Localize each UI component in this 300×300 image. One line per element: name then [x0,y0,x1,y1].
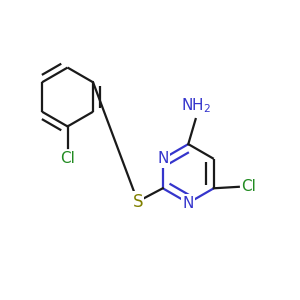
Text: NH$_2$: NH$_2$ [181,96,211,115]
Text: Cl: Cl [241,179,256,194]
Text: Cl: Cl [60,151,75,166]
Text: N: N [157,151,169,166]
Text: S: S [133,193,143,211]
Text: N: N [183,196,194,211]
